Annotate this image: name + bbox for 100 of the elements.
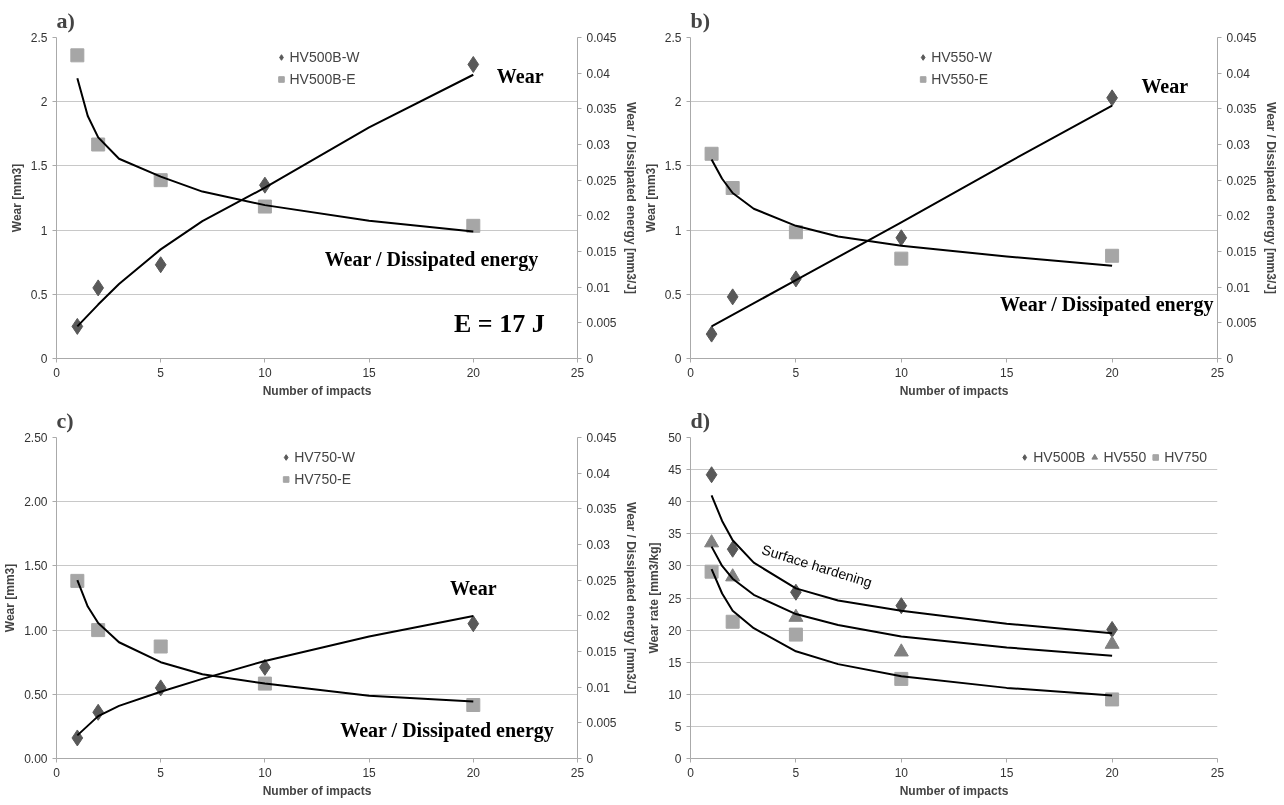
y-tick-label: 40 [668,495,682,510]
y-axis-title: Wear [mm3] [3,563,18,633]
legend-label: HV750 [1164,449,1207,465]
y2-tick-label: 0.01 [586,280,611,295]
y2-tick-label: 0.04 [586,66,611,81]
x-tick-label: 25 [570,365,585,380]
x-tick-label: 15 [362,765,377,780]
annotation: Wear [449,577,497,600]
y-tick-label: 2 [40,95,48,110]
x-tick-label: 20 [466,365,481,380]
annotation: Wear / Dissipated energy [324,247,539,271]
x-tick-label: 0 [687,365,695,380]
x-axis-title: Number of impacts [899,383,1009,398]
x-tick-label: 10 [894,365,909,380]
x-tick-label: 15 [362,365,377,380]
legend-label: HV500B [1033,449,1086,465]
y2-tick-label: 0.035 [1226,102,1257,117]
y2-tick-label: 0.03 [1226,138,1251,152]
y2-tick-label: 0.005 [1226,316,1257,331]
y-tick-label: 0 [40,352,48,366]
y-tick-label: 20 [668,623,682,638]
y2-tick-label: 0 [586,752,594,766]
y-tick-label: 5 [674,719,682,734]
y2-tick-label: 0.02 [586,209,611,224]
annotation: Wear / Dissipated energy [999,292,1214,316]
y2-tick-label: 0.01 [586,680,611,695]
y2-axis-title: Wear / Dissipated energy [mm3/J] [623,102,638,294]
y-tick-label: 0 [674,752,682,766]
x-tick-label: 5 [792,765,800,780]
y-tick-label: 50 [668,431,682,445]
x-tick-label: 20 [466,765,481,780]
annotation: Wear [496,65,544,88]
legend-label: HV750-W [294,449,355,465]
y-tick-label: 1.50 [24,559,48,574]
y2-tick-label: 0.02 [586,609,611,624]
y-tick-label: 2.00 [24,495,48,510]
y2-tick-label: 0.03 [586,138,611,152]
y-tick-label: 1.5 [664,159,682,174]
x-tick-label: 20 [1105,765,1120,780]
y-tick-label: 15 [668,655,682,670]
annotation: Wear [1141,74,1189,97]
x-tick-label: 5 [157,765,165,780]
y-tick-label: 1 [40,223,48,238]
y2-axis-title: Wear / Dissipated energy [mm3/J] [623,502,638,694]
y-axis-title: Wear [mm3] [9,163,24,233]
x-tick-label: 0 [53,365,61,380]
y-tick-label: 1 [674,223,682,238]
y-axis-title: Wear [mm3] [643,163,658,233]
y-tick-label: 1.5 [30,159,48,174]
legend-label: HV500B-E [289,71,356,87]
x-tick-label: 10 [894,765,909,780]
annotation: Wear / Dissipated energy [340,718,554,742]
y-tick-label: 35 [668,527,682,542]
y-tick-label: 25 [668,591,682,606]
y2-tick-label: 0.04 [586,466,611,481]
y2-tick-label: 0.045 [1226,31,1257,45]
y-tick-label: 0 [674,352,682,366]
y2-tick-label: 0.02 [1226,209,1251,224]
y-tick-label: 1.00 [24,623,48,638]
x-tick-label: 15 [1000,765,1014,780]
x-tick-label: 20 [1105,365,1120,380]
x-tick-label: 25 [570,765,585,780]
y-tick-label: 0.50 [24,687,48,702]
x-axis-title: Number of impacts [262,383,372,398]
chart-title: a) [56,7,75,33]
legend-label: HV500B-W [289,49,360,65]
y-tick-label: 45 [668,463,682,478]
y2-tick-label: 0 [1226,352,1234,366]
y-tick-label: 2.5 [664,31,682,45]
x-tick-label: 25 [1210,765,1225,780]
y2-tick-label: 0.015 [586,245,617,259]
y-tick-label: 0.00 [24,752,48,766]
x-tick-label: 10 [258,365,272,380]
x-tick-label: 25 [1210,365,1225,380]
y2-tick-label: 0.035 [586,102,617,117]
y-tick-label: 2.50 [24,431,48,445]
y2-tick-label: 0.01 [1226,280,1251,295]
x-tick-label: 0 [687,765,695,780]
y2-tick-label: 0.025 [1226,173,1257,188]
y-axis-title: Wear rate [mm3/kg] [647,542,662,654]
y2-axis-title: Wear / Dissipated energy [mm3/J] [1263,102,1278,294]
y2-tick-label: 0.045 [586,31,617,45]
y-tick-label: 10 [668,687,682,702]
legend-label: HV550-E [931,71,988,87]
x-tick-label: 5 [792,365,800,380]
y2-tick-label: 0.005 [586,716,617,731]
y-tick-label: 2 [674,95,682,110]
y2-tick-label: 0.035 [586,502,617,517]
x-tick-label: 15 [1000,365,1014,380]
y2-tick-label: 0.015 [586,645,617,659]
x-tick-label: 10 [258,765,272,780]
y2-tick-label: 0.025 [586,173,617,188]
y2-tick-label: 0.045 [586,431,617,445]
chart-title: b) [690,7,711,33]
x-axis-title: Number of impacts [899,783,1009,798]
x-tick-label: 0 [53,765,61,780]
y-tick-label: 0.5 [664,287,682,302]
legend-label: HV550-W [931,49,992,65]
chart-title: c) [56,407,74,433]
y2-tick-label: 0.03 [586,538,611,552]
